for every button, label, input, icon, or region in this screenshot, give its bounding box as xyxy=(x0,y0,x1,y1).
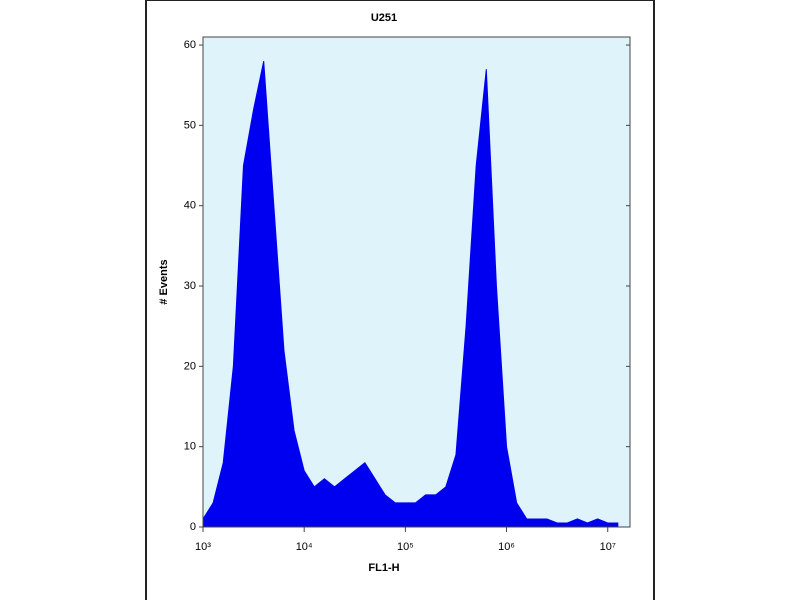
x-tick-label: 10³ xyxy=(195,541,211,553)
y-axis-label: # Events xyxy=(158,259,170,304)
x-tick-label: 10⁴ xyxy=(296,541,313,553)
plot-frame xyxy=(202,36,631,528)
x-axis-label: FL1-H xyxy=(368,562,399,574)
x-tick-label: 10⁷ xyxy=(600,541,616,553)
chart-title: U251 xyxy=(371,12,397,24)
y-tick-label: 10 xyxy=(184,441,196,453)
y-tick-label: 30 xyxy=(184,280,196,292)
y-tick-label: 20 xyxy=(184,360,196,372)
histogram-area xyxy=(202,60,619,528)
y-tick-label: 60 xyxy=(184,39,196,51)
x-tick-label: 10⁵ xyxy=(397,541,414,553)
y-tick-label: 0 xyxy=(190,521,196,533)
y-tick-label: 40 xyxy=(184,200,196,212)
x-tick-label: 10⁶ xyxy=(498,541,515,553)
y-tick-label: 50 xyxy=(184,119,196,131)
